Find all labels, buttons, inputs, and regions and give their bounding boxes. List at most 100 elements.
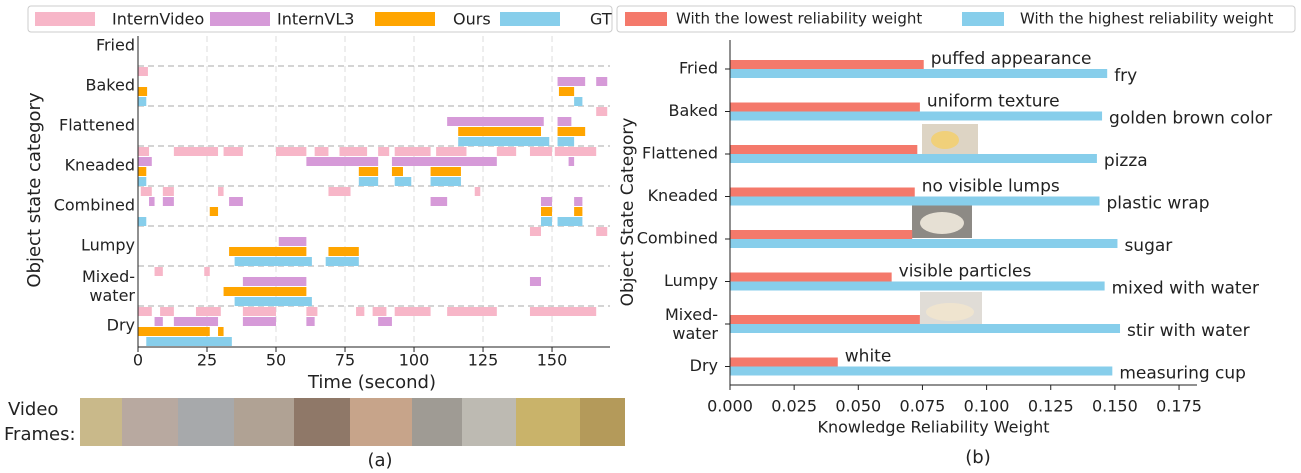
- segment: [328, 247, 358, 256]
- segment: [138, 177, 146, 186]
- bar-annotation: sugar: [1124, 236, 1172, 256]
- segment: [555, 147, 596, 156]
- segment: [229, 197, 243, 206]
- segment: [138, 217, 146, 226]
- x-tick-label: 50: [266, 351, 286, 370]
- segment: [224, 147, 243, 156]
- image-detail: [920, 212, 964, 234]
- bar: [730, 239, 1117, 248]
- segment: [431, 177, 461, 186]
- segment: [558, 137, 575, 146]
- x-tick-label: 100: [399, 351, 430, 370]
- y-tick-label: Kneaded: [648, 186, 718, 205]
- segment: [574, 197, 582, 206]
- bar: [730, 69, 1107, 78]
- y-axis-label: Object State Category: [618, 118, 638, 307]
- segment: [541, 197, 552, 206]
- segment: [447, 307, 497, 316]
- segment: [138, 167, 146, 176]
- y-tick-label: Baked: [669, 101, 718, 120]
- figure: 0255075100125150FriedBakedFlattenedKnead…: [0, 0, 1301, 473]
- segment: [279, 237, 307, 246]
- legend-swatch: [210, 12, 270, 26]
- segment: [224, 287, 307, 296]
- segment: [149, 197, 155, 206]
- y-tick-label: Flattened: [59, 116, 135, 135]
- label-line: Mixed-: [665, 305, 718, 324]
- segment: [155, 267, 163, 276]
- legend-label: InternVideo: [112, 10, 204, 29]
- segment: [328, 187, 350, 196]
- image-detail: [926, 303, 974, 321]
- y-tick-label: Fried: [96, 36, 135, 55]
- segment: [359, 177, 378, 186]
- segment: [315, 147, 329, 156]
- y-tick-label: Mixed-water: [665, 305, 718, 343]
- bar-annotation: uniform texture: [927, 92, 1060, 112]
- segment: [458, 127, 541, 136]
- bar: [730, 103, 920, 112]
- x-tick-label: 0.050: [835, 397, 881, 416]
- bar: [730, 324, 1120, 333]
- segment: [530, 227, 541, 236]
- segment: [530, 277, 541, 286]
- y-tick-label: Combined: [54, 196, 135, 215]
- segment: [574, 207, 582, 216]
- y-tick-label: Kneaded: [65, 156, 135, 175]
- legend-swatch: [962, 12, 1004, 26]
- y-tick-label: Baked: [86, 76, 135, 95]
- bar-annotation: stir with water: [1127, 321, 1250, 341]
- bar-annotation: visible particles: [899, 262, 1032, 282]
- segment: [138, 327, 210, 336]
- x-axis-label: Knowledge Reliability Weight: [817, 418, 1049, 437]
- segment: [541, 217, 552, 226]
- segment: [163, 197, 174, 206]
- video-frames: [80, 398, 625, 446]
- bar-annotation: mixed with water: [1112, 279, 1259, 299]
- bar-annotation: no visible lumps: [922, 177, 1060, 197]
- y-tick-label: Flattened: [642, 144, 718, 163]
- label-line: water: [672, 324, 718, 343]
- x-tick-label: 0.075: [900, 397, 946, 416]
- y-tick-label: Mixed-water: [82, 267, 135, 305]
- segment: [326, 257, 359, 266]
- segment: [378, 317, 392, 326]
- bar: [730, 154, 1097, 163]
- segment: [395, 307, 431, 316]
- x-tick-label: 0.175: [1156, 397, 1202, 416]
- segment: [497, 147, 516, 156]
- y-tick-label: Lumpy: [664, 271, 718, 290]
- y-tick-label: Dry: [107, 316, 135, 335]
- segment: [339, 147, 367, 156]
- x-tick-label: 0.100: [964, 397, 1010, 416]
- segment: [395, 147, 431, 156]
- segment: [392, 157, 497, 166]
- segment: [138, 307, 152, 316]
- segment: [558, 217, 583, 226]
- x-tick-label: 150: [537, 351, 568, 370]
- segment: [574, 97, 582, 106]
- segment: [138, 87, 147, 96]
- bar: [730, 273, 892, 282]
- bar: [730, 315, 920, 324]
- bar: [730, 60, 924, 69]
- panel-label: (b): [965, 447, 990, 468]
- segment: [447, 117, 544, 126]
- segment: [235, 297, 312, 306]
- segment: [596, 227, 607, 236]
- x-tick-label: 0.000: [707, 397, 753, 416]
- segment: [558, 77, 586, 86]
- bar: [730, 282, 1105, 291]
- x-tick-label: 0.150: [1092, 397, 1138, 416]
- segment: [558, 117, 572, 126]
- segment: [356, 307, 364, 316]
- label-line: Mixed-: [82, 267, 135, 286]
- bar-annotation: white: [845, 347, 892, 367]
- segment: [306, 157, 378, 166]
- bar-annotation: plastic wrap: [1106, 194, 1209, 214]
- y-tick-label: Combined: [637, 229, 718, 248]
- segment: [359, 167, 378, 176]
- x-tick-label: 0.125: [1028, 397, 1074, 416]
- segment: [138, 147, 149, 156]
- segment: [243, 307, 276, 316]
